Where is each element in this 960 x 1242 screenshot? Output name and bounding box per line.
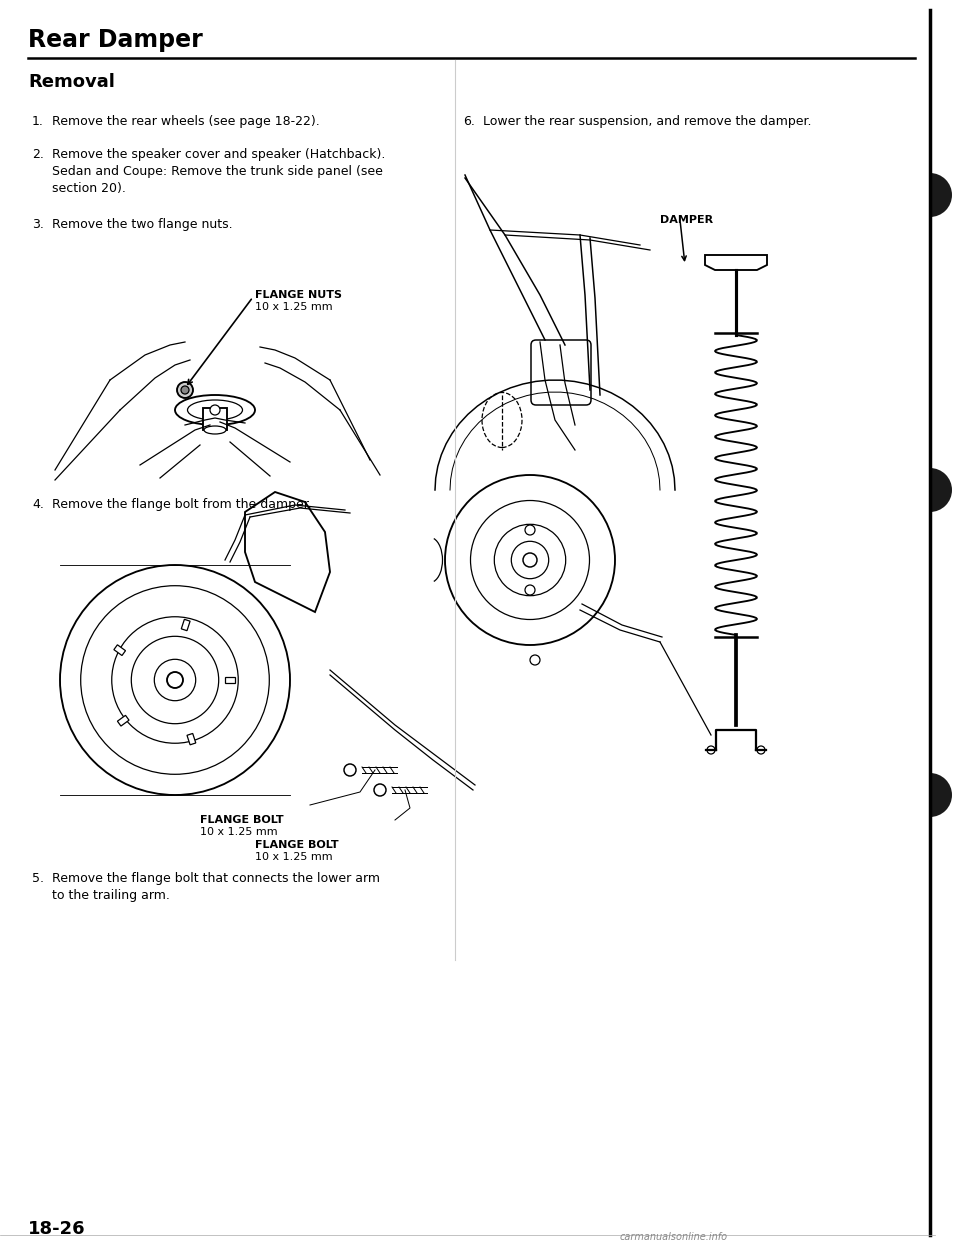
Circle shape — [81, 586, 270, 774]
Circle shape — [707, 746, 715, 754]
Circle shape — [494, 524, 565, 596]
Circle shape — [374, 784, 386, 796]
Wedge shape — [930, 173, 952, 217]
Circle shape — [344, 764, 356, 776]
Circle shape — [757, 746, 765, 754]
Text: 2.: 2. — [32, 148, 44, 161]
Circle shape — [523, 553, 537, 568]
Bar — [117, 715, 129, 727]
Circle shape — [167, 672, 183, 688]
Polygon shape — [245, 492, 330, 612]
Circle shape — [525, 525, 535, 535]
Circle shape — [60, 565, 290, 795]
Text: 10 x 1.25 mm: 10 x 1.25 mm — [255, 852, 332, 862]
Text: 5.: 5. — [32, 872, 44, 886]
Text: Remove the rear wheels (see page 18-22).: Remove the rear wheels (see page 18-22). — [52, 116, 320, 128]
Text: 6.: 6. — [463, 116, 475, 128]
Circle shape — [512, 542, 549, 579]
Circle shape — [470, 501, 589, 620]
Text: 1.: 1. — [32, 116, 44, 128]
Text: FLANGE NUTS: FLANGE NUTS — [255, 289, 342, 301]
Text: Remove the flange bolt that connects the lower arm
to the trailing arm.: Remove the flange bolt that connects the… — [52, 872, 380, 902]
Bar — [225, 677, 235, 683]
Text: Lower the rear suspension, and remove the damper.: Lower the rear suspension, and remove th… — [483, 116, 811, 128]
Text: 4.: 4. — [32, 498, 44, 510]
FancyBboxPatch shape — [531, 340, 591, 405]
Circle shape — [155, 660, 196, 700]
Circle shape — [181, 386, 189, 394]
Text: Removal: Removal — [28, 73, 115, 91]
Text: 10 x 1.25 mm: 10 x 1.25 mm — [255, 302, 332, 312]
Circle shape — [525, 585, 535, 595]
Text: Rear Damper: Rear Damper — [28, 29, 203, 52]
Wedge shape — [930, 773, 952, 817]
Bar — [181, 620, 190, 631]
Text: Remove the flange bolt from the damper.: Remove the flange bolt from the damper. — [52, 498, 312, 510]
Circle shape — [210, 405, 220, 415]
Text: Remove the two flange nuts.: Remove the two flange nuts. — [52, 219, 232, 231]
Circle shape — [111, 617, 238, 743]
Text: FLANGE BOLT: FLANGE BOLT — [200, 815, 283, 825]
Circle shape — [530, 655, 540, 664]
Ellipse shape — [187, 400, 243, 420]
Text: 18-26: 18-26 — [28, 1220, 85, 1238]
Bar — [203, 409, 227, 430]
Ellipse shape — [175, 395, 255, 425]
Text: carmanualsonline.info: carmanualsonline.info — [620, 1232, 728, 1242]
Circle shape — [132, 636, 219, 724]
Bar — [114, 645, 126, 656]
Circle shape — [177, 383, 193, 397]
Circle shape — [445, 474, 615, 645]
Wedge shape — [930, 468, 952, 512]
Ellipse shape — [482, 392, 522, 447]
Bar — [187, 734, 196, 745]
Text: 3.: 3. — [32, 219, 44, 231]
Polygon shape — [705, 255, 767, 270]
Text: Remove the speaker cover and speaker (Hatchback).
Sedan and Coupe: Remove the tr: Remove the speaker cover and speaker (Ha… — [52, 148, 385, 195]
Text: FLANGE BOLT: FLANGE BOLT — [255, 840, 339, 850]
Text: DAMPER: DAMPER — [660, 215, 713, 225]
Ellipse shape — [204, 426, 226, 433]
Text: 10 x 1.25 mm: 10 x 1.25 mm — [200, 827, 277, 837]
